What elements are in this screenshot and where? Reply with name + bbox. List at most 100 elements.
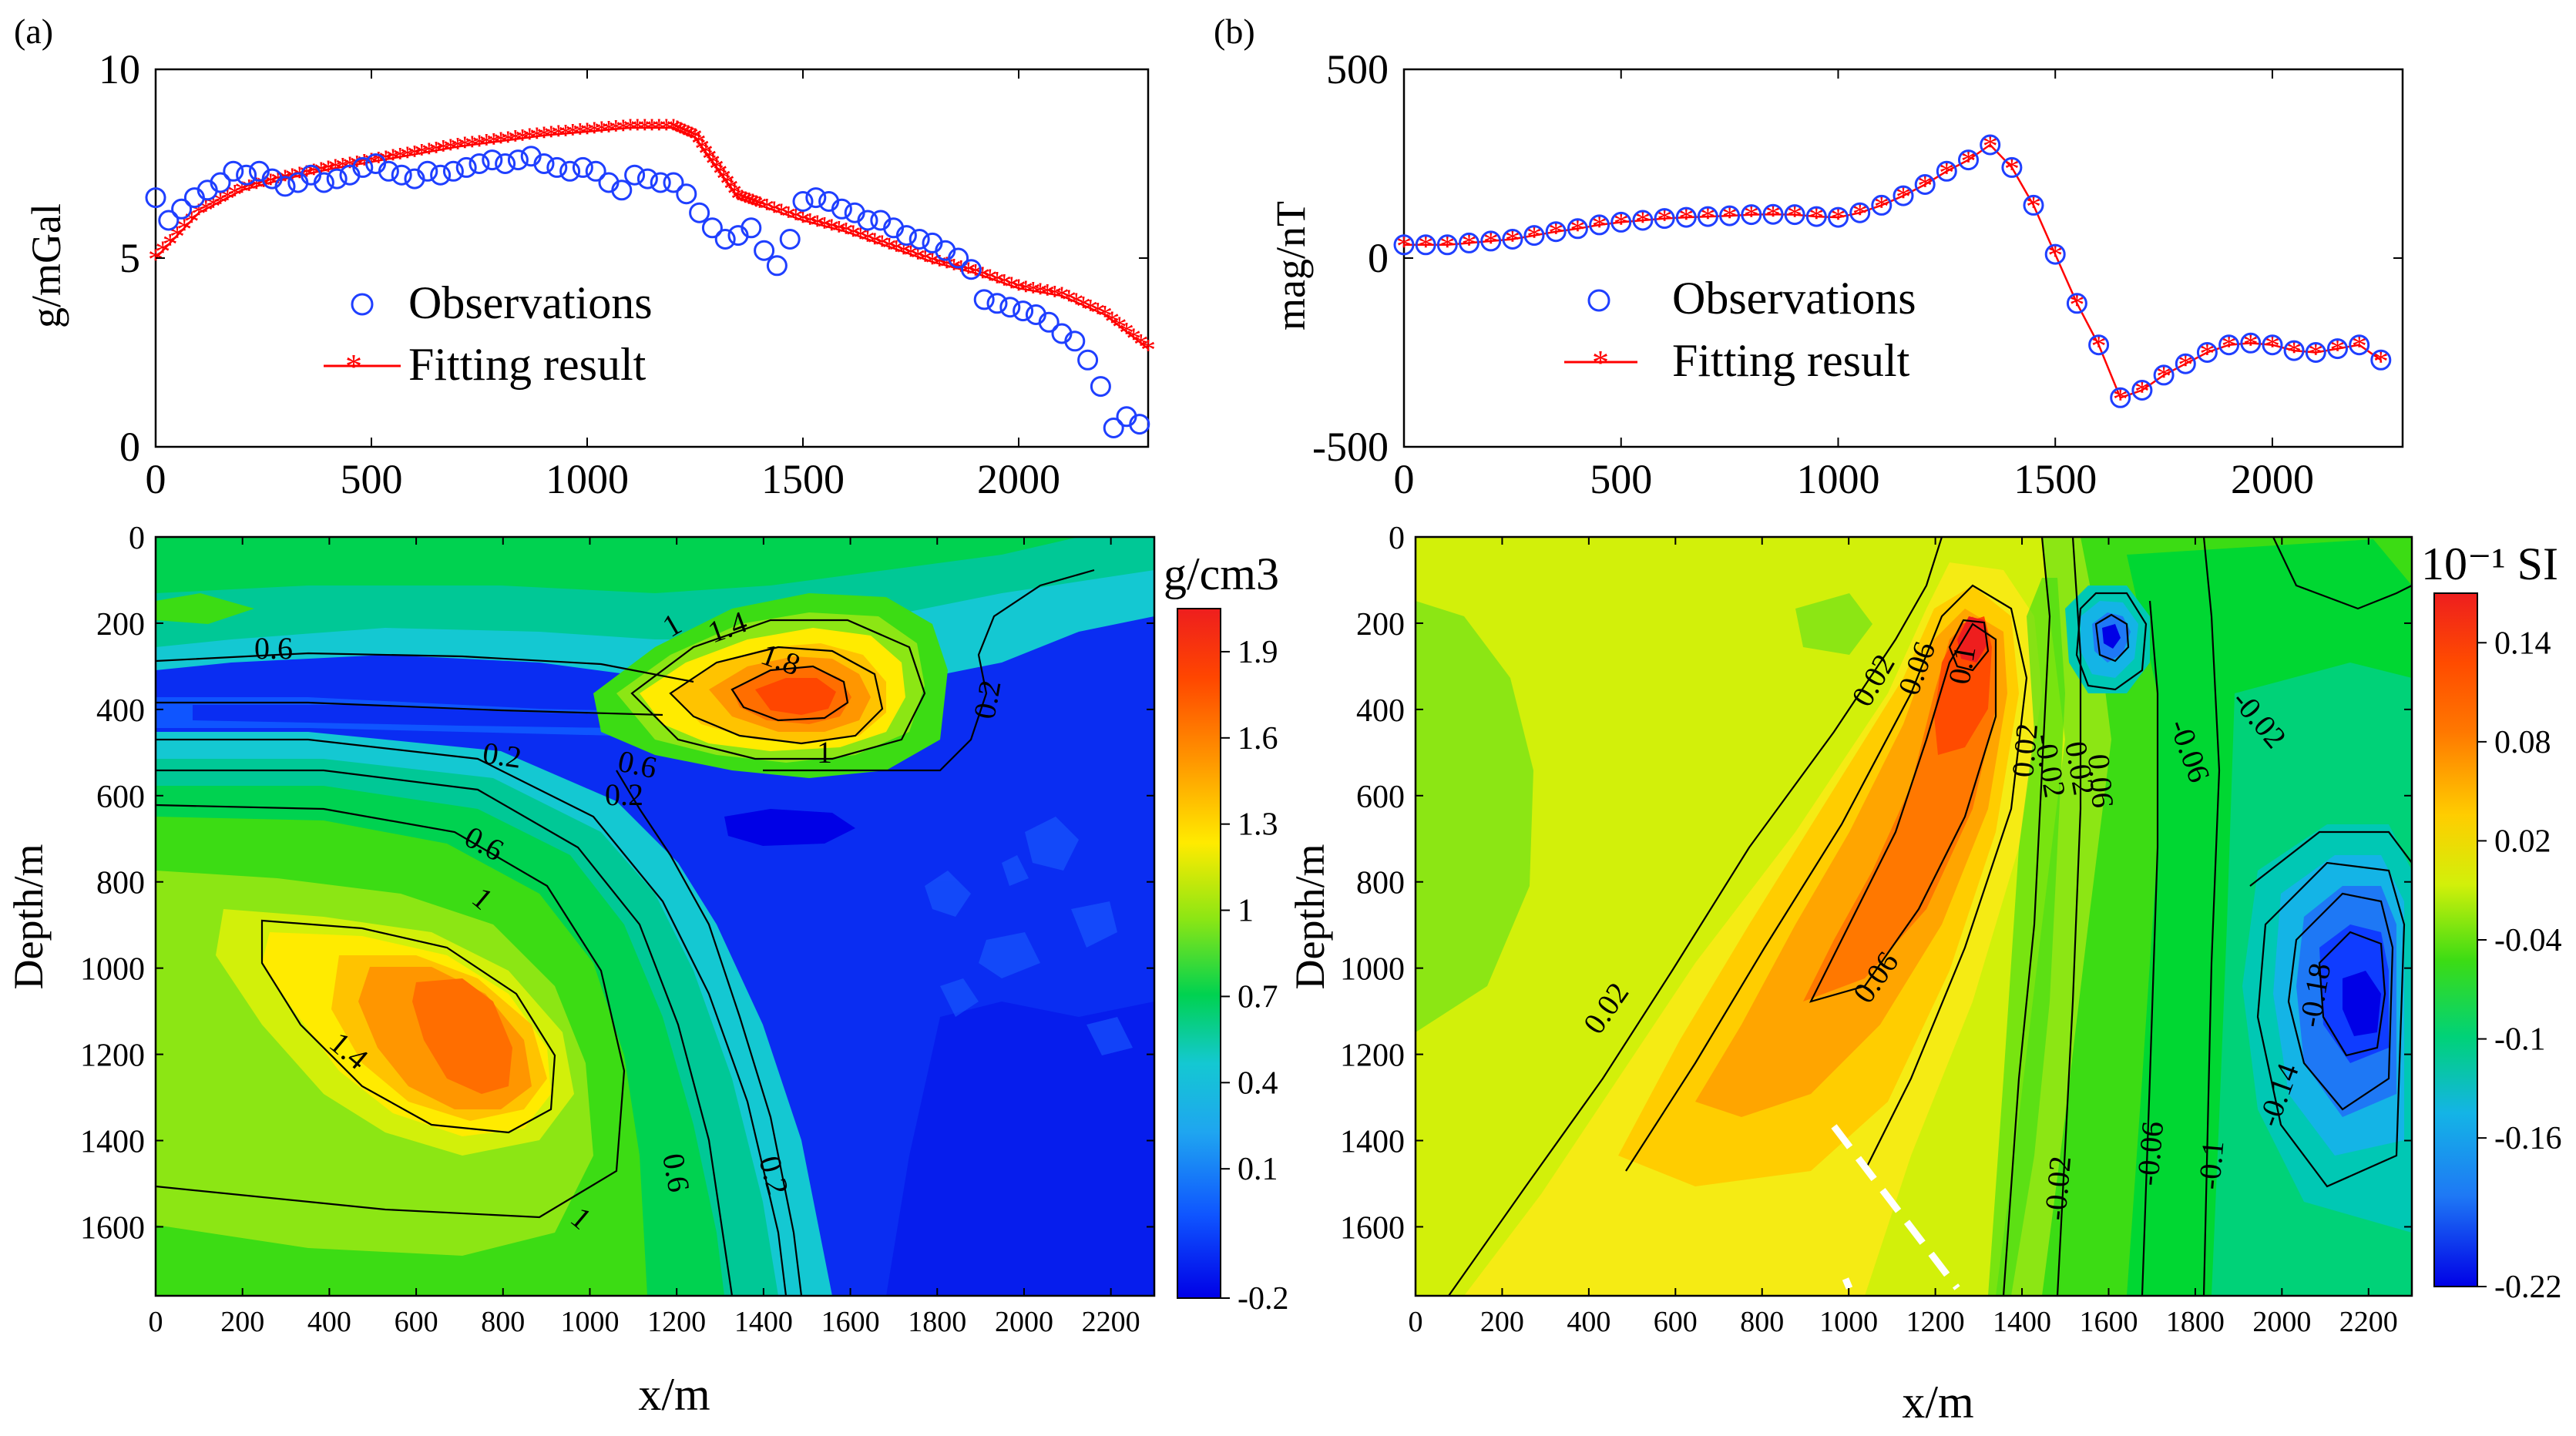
y-tick-label: 1600 [80,1210,145,1246]
y-tick-label: 5 [119,235,140,281]
observation-point [636,168,658,190]
fit-marker: * [479,127,494,162]
fit-marker: * [443,132,458,166]
fit-marker: * [637,112,653,146]
fit-marker: * [774,196,789,231]
colorbar-tick-label: 1.6 [1238,721,1278,757]
observation-point [1936,160,1957,182]
fit-marker: * [579,116,595,150]
observation-point [2283,340,2305,361]
fit-marker: * [824,212,839,247]
fit-marker: * [616,112,631,147]
observation-point [559,160,581,182]
contour-label: -0.06 [2130,1120,2170,1187]
fit-marker: * [1765,198,1781,233]
density-section-frame [154,535,1156,1297]
colorbar-tick-label: -0.1 [2494,1022,2546,1058]
observation-point [378,160,399,182]
fit-marker: * [741,186,757,220]
observation-point [986,293,1008,314]
colorbar-tick-label: -0.22 [2494,1270,2562,1305]
observation-point [1393,234,1415,256]
fit-marker: * [586,115,602,149]
fit-marker: * [882,230,897,265]
observation-point [1893,185,1914,206]
fit-marker: * [191,196,207,231]
density-unit: g/cm3 [1164,549,1279,599]
observation-point [1567,218,1588,240]
fit-marker: * [975,260,990,294]
white-dash-fragment [1842,1277,1853,1290]
fit-marker: * [734,183,750,217]
panel-b-label: (b) [1214,12,1255,51]
x-tick-label: 1800 [2166,1306,2225,1338]
contour-label: 0.2 [967,678,1008,722]
colorbar-tick-label: 1 [1238,894,1254,929]
x-tick-label: 600 [395,1306,438,1338]
fit-marker: * [1076,289,1091,324]
x-tick-label: 1000 [1819,1306,1878,1338]
observation-point [792,191,814,212]
fit-marker: * [716,162,731,196]
observation-point [1980,134,2001,156]
fit-marker: * [1809,200,1824,235]
x-tick-label: 2200 [2339,1306,2398,1338]
observation-point [1871,194,1893,216]
contour-label: 0.6 [656,1151,697,1195]
contour-label: -0.1 [2191,1139,2230,1191]
fit-marker: * [234,174,250,209]
density-xlabel: x/m [638,1369,710,1420]
white-dashed-marker [1831,1124,1960,1290]
observation-point [663,172,684,193]
fit-marker: * [1874,189,1889,223]
fit-marker: * [817,210,832,244]
observation-point [2262,334,2283,356]
fit-marker: * [2113,381,2128,416]
y-tick-label: 1000 [1340,952,1405,988]
fit-marker: * [759,192,774,226]
y-tick-label: 0 [1368,235,1389,281]
observation-point [326,168,348,190]
fit-marker: * [2373,344,2389,378]
susceptibility-unit: 10⁻¹ SI [2421,538,2558,589]
fit-marker: * [1097,299,1113,334]
fit-marker: * [644,112,660,146]
y-tick-label: 1400 [80,1125,145,1160]
observation-point [831,198,852,220]
observation-point [999,297,1021,318]
magnetic-profile-plot: * * * * * * * * * * * * * * * * * * * * * * * * * * * ******* * * * * * *… [1393,129,2392,416]
colorbar-tick-label: 0.7 [1238,979,1278,1015]
magnetic-ylabel: mag/nT [1268,201,1314,330]
legend-fit-label: Fitting result [408,339,647,390]
fit-marker: * [2156,359,2171,394]
fit-marker: * [1831,201,1846,236]
observation-point [455,156,477,178]
observation-point [2349,334,2370,356]
contour-label: 0.6 [615,743,660,785]
observation-point [805,187,827,209]
x-tick-label: 800 [481,1306,525,1338]
fit-marker: * [155,234,170,269]
fit-marker: * [543,119,559,153]
fit-marker: * [1983,129,1998,163]
fit-marker: * [659,112,674,146]
observation-point [2088,334,2110,356]
fit-marker: * [1140,333,1156,367]
fit-marker: * [1439,229,1455,263]
observation-point [2196,342,2218,363]
fit-marker: * [630,112,645,146]
colorbar-tick-label: 0.4 [1238,1065,1278,1101]
fit-marker: * [1526,220,1542,254]
fit-marker: * [724,172,739,206]
density-contours [156,569,1095,1296]
observation-point [158,210,180,231]
y-tick-label: 1400 [1340,1125,1405,1160]
colorbar-tick-label: -0.2 [1238,1281,1289,1317]
colorbar-tick-label: 0.1 [1238,1152,1278,1187]
observation-point [430,164,452,186]
observation-point [1502,229,1523,250]
fit-marker: * [875,228,890,263]
y-tick-label: 400 [96,693,145,729]
x-tick-label: 0 [146,456,166,502]
